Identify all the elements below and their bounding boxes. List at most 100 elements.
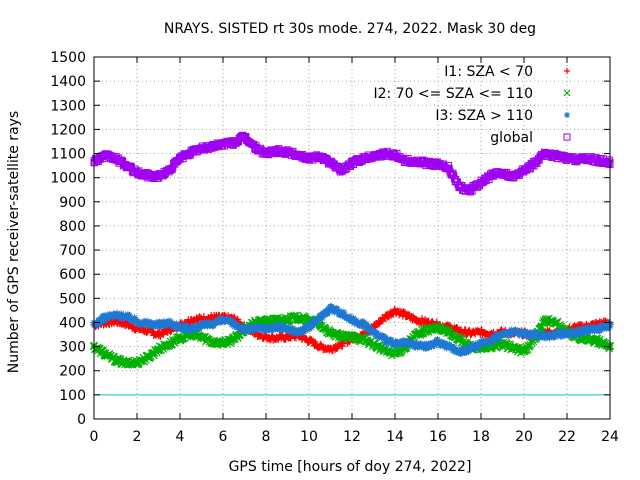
data-point <box>348 159 356 167</box>
data-point <box>187 316 195 324</box>
data-point <box>466 345 474 353</box>
data-point <box>498 340 507 349</box>
data-point <box>316 343 324 351</box>
data-point <box>143 353 152 362</box>
x-tick-label: 22 <box>558 429 576 445</box>
data-point <box>230 139 238 147</box>
data-point <box>241 326 248 334</box>
x-axis-label: GPS time [hours of doy 274, 2022] <box>229 459 472 475</box>
data-point <box>380 150 388 158</box>
data-point <box>155 331 162 339</box>
data-point <box>305 337 313 345</box>
data-point <box>402 157 410 165</box>
data-point <box>327 159 334 167</box>
x-tick-label: 0 <box>90 429 99 445</box>
y-tick-label: 500 <box>59 291 86 307</box>
y-tick-label: 600 <box>59 267 86 283</box>
data-point <box>370 328 377 336</box>
data-point <box>520 329 528 337</box>
data-point <box>359 154 367 162</box>
x-tick-label: 6 <box>219 429 228 445</box>
data-point <box>391 340 399 348</box>
x-tick-label: 10 <box>300 429 318 445</box>
x-tick-label: 24 <box>601 429 619 445</box>
data-point <box>229 335 238 344</box>
y-axis-label: Number of GPS receiver-satellite rays <box>6 111 22 373</box>
data-point <box>552 331 560 339</box>
data-point <box>423 318 431 326</box>
legend-label: I3: SZA > 110 <box>435 108 533 124</box>
data-point <box>595 337 604 346</box>
data-point <box>542 150 549 158</box>
data-point <box>187 325 195 332</box>
data-point <box>434 160 442 168</box>
data-point <box>413 316 420 324</box>
x-tick-label: 14 <box>386 429 404 445</box>
data-point <box>305 323 313 331</box>
data-point <box>412 330 421 339</box>
y-tick-label: 300 <box>59 340 86 356</box>
data-point <box>520 347 528 356</box>
y-tick-label: 100 <box>59 388 86 404</box>
y-tick-label: 1400 <box>50 74 86 90</box>
data-point <box>456 347 463 355</box>
data-point <box>370 152 377 160</box>
data-point <box>283 314 292 323</box>
data-point <box>499 331 506 339</box>
data-point <box>584 335 593 344</box>
data-point <box>262 325 270 332</box>
data-point <box>477 340 485 348</box>
data-point <box>219 140 227 148</box>
data-point <box>144 320 152 328</box>
data-point <box>488 335 496 343</box>
data-point <box>316 152 324 160</box>
y-tick-label: 1300 <box>50 98 86 114</box>
data-point <box>509 343 518 352</box>
data-point <box>112 154 119 162</box>
data-point <box>348 333 356 341</box>
data-point <box>413 341 420 349</box>
data-point <box>456 327 463 335</box>
data-point <box>477 328 485 336</box>
data-point <box>477 178 485 186</box>
data-point <box>466 329 474 337</box>
data-point <box>531 159 539 167</box>
data-point <box>294 328 302 336</box>
data-point <box>165 166 173 174</box>
data-point <box>144 171 152 179</box>
y-tick-label: 400 <box>59 315 86 331</box>
data-point <box>230 320 238 328</box>
data-point <box>208 320 216 328</box>
data-point <box>154 345 163 353</box>
data-point <box>348 316 356 324</box>
y-tick-label: 1100 <box>50 147 86 163</box>
y-tick-label: 900 <box>59 195 86 211</box>
y-tick-label: 1000 <box>50 171 86 187</box>
data-point <box>337 333 346 341</box>
data-point <box>198 145 205 153</box>
data-point <box>122 312 130 320</box>
data-point <box>176 323 184 331</box>
data-point <box>219 316 227 324</box>
x-tick-label: 4 <box>176 429 185 445</box>
axis-ticks: 0100200300400500600700800900100011001200… <box>50 50 619 445</box>
legend: I1: SZA < 70 I2: 70 <= SZA <= 110 I3: SZA … <box>373 64 571 146</box>
data-point <box>133 317 141 325</box>
data-point <box>488 171 496 179</box>
data-point <box>111 355 120 364</box>
data-point <box>359 320 367 328</box>
data-point <box>316 314 324 322</box>
data-point <box>358 335 367 344</box>
legend-marker <box>564 68 570 74</box>
data-point <box>434 324 442 333</box>
y-tick-label: 800 <box>59 219 86 235</box>
data-point <box>542 332 549 340</box>
data-point <box>176 154 184 162</box>
data-point <box>144 327 152 335</box>
series-i3-sza-110 <box>90 303 614 357</box>
grid <box>94 57 610 419</box>
x-tick-label: 2 <box>133 429 142 445</box>
y-tick-label: 200 <box>59 364 86 380</box>
data-point <box>455 335 464 344</box>
